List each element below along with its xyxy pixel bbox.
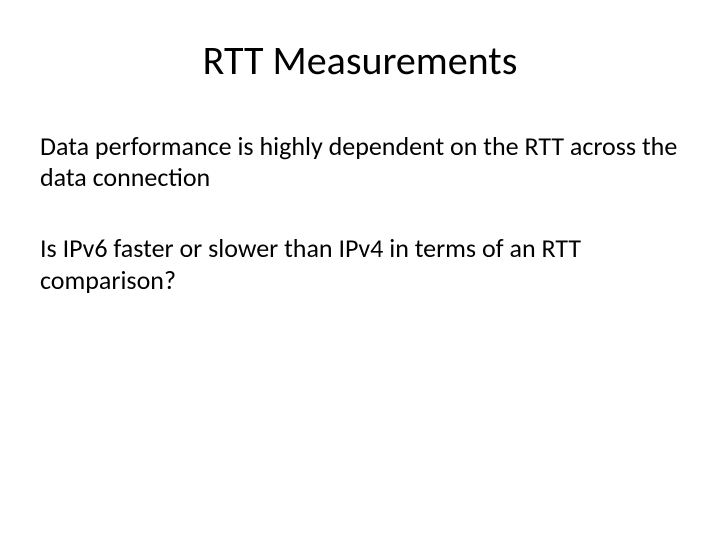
- slide-paragraph-1: Data performance is highly dependent on …: [40, 131, 680, 193]
- slide-title: RTT Measurements: [40, 36, 680, 85]
- slide-container: RTT Measurements Data performance is hig…: [0, 0, 720, 540]
- slide-paragraph-2: Is IPv6 faster or slower than IPv4 in te…: [40, 233, 680, 295]
